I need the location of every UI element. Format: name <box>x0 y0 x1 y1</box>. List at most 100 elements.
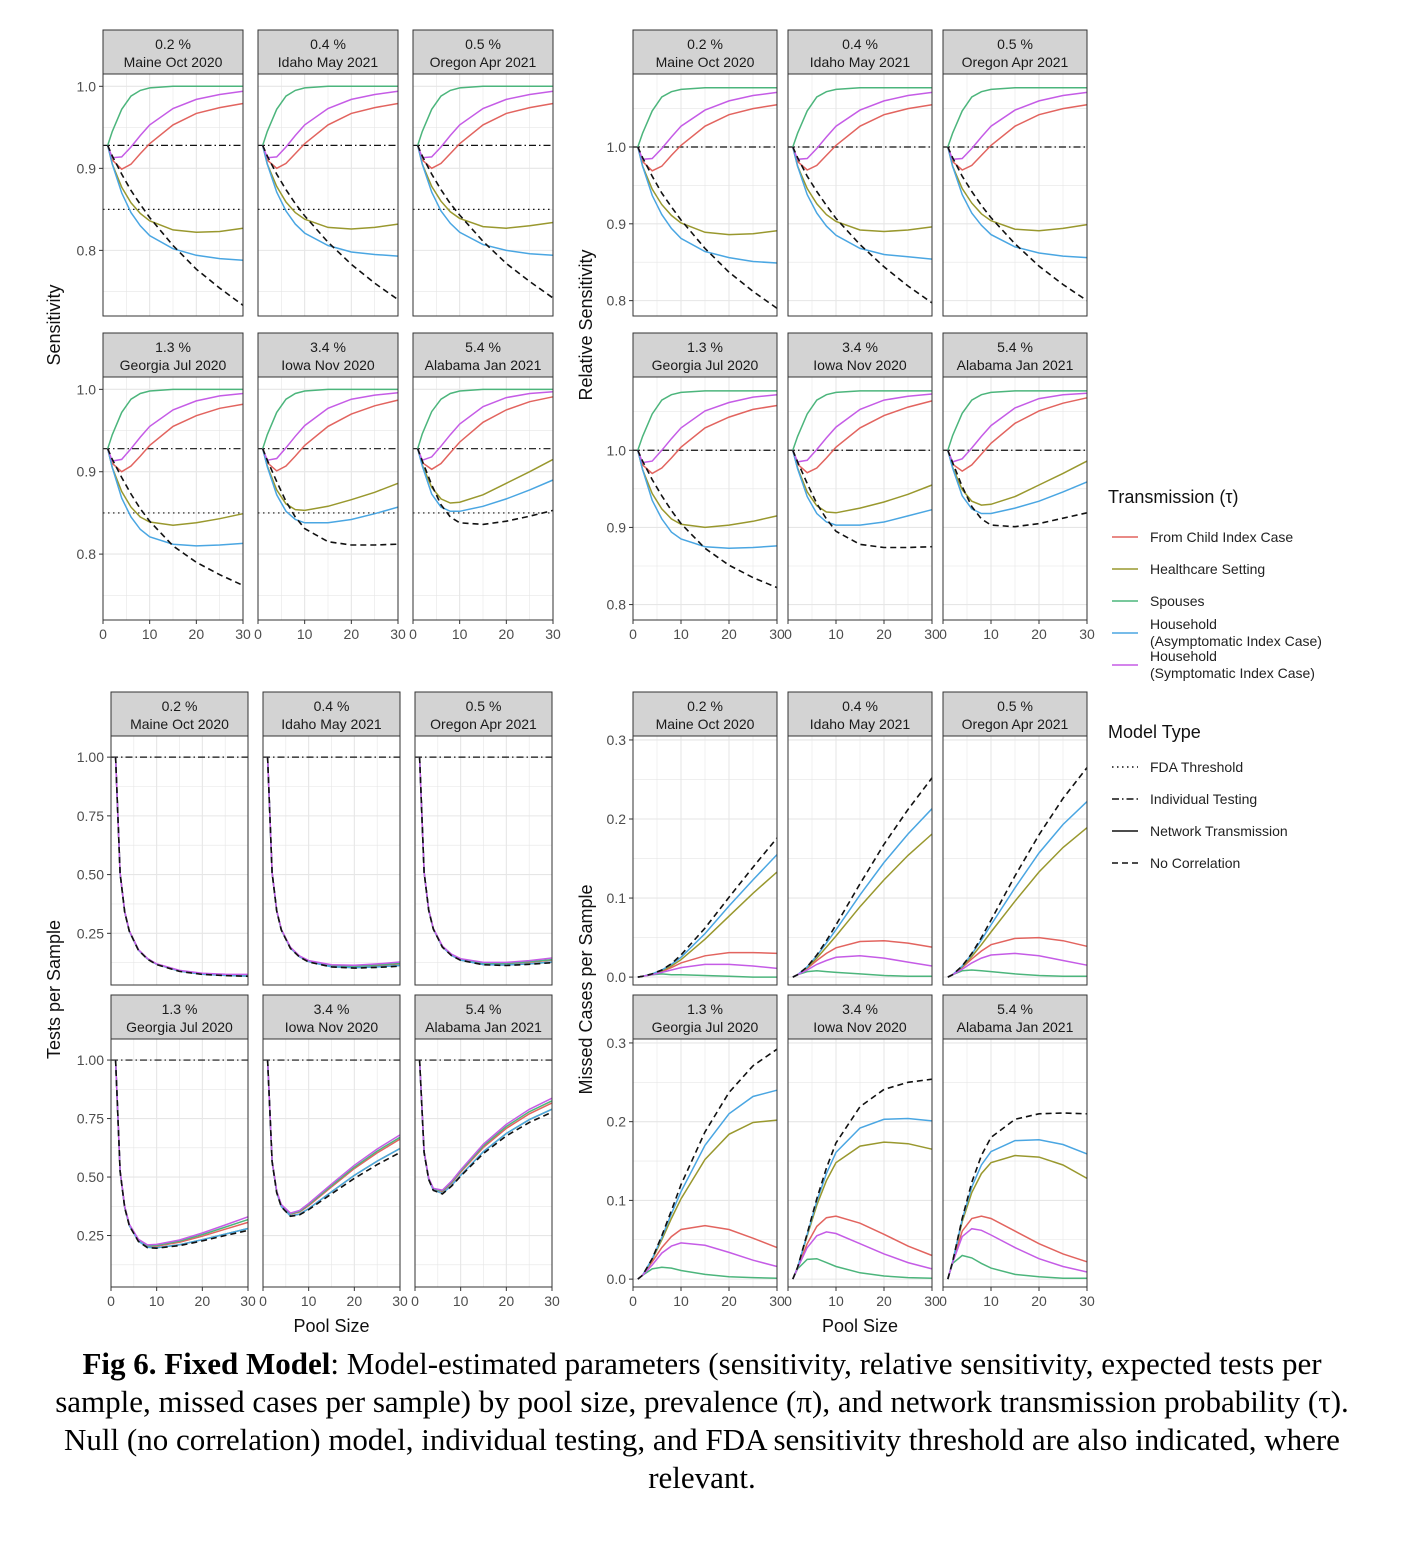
series-line-no-correlation <box>637 837 778 978</box>
y-tick-label: 0.8 <box>77 242 97 258</box>
facet-panel: 0.2 % Maine Oct 2020 0.25 0.50 0.75 1.00 <box>77 691 249 986</box>
series-line-no-correlation <box>416 448 554 526</box>
series-line-hh-asym <box>416 448 554 513</box>
x-tick-label: 10 <box>673 626 689 642</box>
x-tick-label: 20 <box>195 1293 211 1309</box>
series-line-no-correlation <box>266 1060 401 1218</box>
series-line-healthcare <box>106 145 244 234</box>
facet-location-label: Georgia Jul 2020 <box>126 1019 233 1035</box>
series-line-hh-sym <box>106 392 244 462</box>
panel-border <box>632 376 778 621</box>
series-line-hh-asym <box>261 145 399 257</box>
panel-border <box>787 735 933 986</box>
panel-border <box>257 376 399 621</box>
x-tick-label: 30 <box>924 1293 940 1309</box>
legend-item-label: Healthcare Setting <box>1150 561 1265 577</box>
facet-strip <box>787 29 933 75</box>
x-tick-label: 20 <box>344 626 360 642</box>
facet-panel: 1.3 % Georgia Jul 2020 0.8 0.9 1.0 0 10 20 30 <box>607 332 785 642</box>
x-tick-label: 0 <box>784 1293 792 1309</box>
x-tick-label: 0 <box>939 1293 947 1309</box>
y-tick-label: 0.25 <box>77 925 104 941</box>
series-line-healthcare <box>637 146 778 236</box>
chart-sensitivity: 0.2 % Maine Oct 2020 0.8 0.9 1.0 0.4 % Idaho M… <box>44 29 561 642</box>
facet-prevalence-label: 0.4 % <box>310 36 346 52</box>
facet-strip <box>262 691 401 737</box>
facet-prevalence-label: 0.5 % <box>997 36 1033 52</box>
facet-location-label: Idaho May 2021 <box>281 716 382 732</box>
y-tick-label: 0.9 <box>607 216 627 232</box>
series-line-hh-sym <box>417 391 554 462</box>
series-line-no-correlation <box>947 767 1088 978</box>
facet-strip <box>787 332 933 378</box>
series-group <box>261 388 399 546</box>
series-line-hh-sym <box>947 91 1088 161</box>
x-tick-label: 10 <box>983 1293 999 1309</box>
panel-border <box>632 1038 778 1288</box>
figure-caption: Fig 6. Fixed Model: Model-estimated para… <box>40 1345 1364 1497</box>
series-group <box>106 388 244 587</box>
legend-item-label: Spouses <box>1150 593 1204 609</box>
series-group <box>947 87 1088 302</box>
series-line-hh-asym <box>947 146 1088 259</box>
facet-prevalence-label: 5.4 % <box>997 339 1033 355</box>
facet-strip <box>257 29 399 75</box>
series-group <box>947 390 1088 528</box>
facet-prevalence-label: 0.5 % <box>466 698 502 714</box>
facet-location-label: Alabama Jan 2021 <box>957 1019 1074 1035</box>
series-line-hh-asym <box>106 145 244 261</box>
series-line-no-correlation <box>947 146 1088 302</box>
x-tick-label: 20 <box>876 1293 892 1309</box>
series-group <box>637 87 778 309</box>
series-line-no-correlation <box>947 450 1088 528</box>
series-line-no-correlation <box>792 1078 933 1280</box>
series-line-from-child <box>416 396 554 471</box>
x-tick-label: 0 <box>254 626 262 642</box>
series-line-from-child <box>792 400 933 474</box>
gridlines <box>110 736 249 985</box>
facet-strip <box>942 29 1088 75</box>
facet-strip <box>942 691 1088 737</box>
facet-panel: 0.5 % Oregon Apr 2021 <box>414 691 553 986</box>
x-tick-label: 0 <box>939 626 947 642</box>
series-line-healthcare <box>792 146 933 233</box>
series-group <box>416 85 554 299</box>
legend-item-label: Individual Testing <box>1150 791 1257 807</box>
legend-item-label: From Child Index Case <box>1150 529 1293 545</box>
series-line-no-correlation <box>261 145 399 301</box>
y-tick-label: 0.9 <box>77 160 97 176</box>
series-line-healthcare <box>261 448 399 512</box>
x-tick-label: 10 <box>828 626 844 642</box>
x-tick-label: 10 <box>673 1293 689 1309</box>
series-group <box>637 390 778 589</box>
facet-prevalence-label: 0.4 % <box>842 698 878 714</box>
series-line-hh-asym <box>637 146 778 264</box>
x-tick-label: 10 <box>453 1293 469 1309</box>
panel-border <box>110 1038 249 1288</box>
facet-strip <box>632 332 778 378</box>
facet-location-label: Iowa Nov 2020 <box>813 357 907 373</box>
facet-location-label: Alabama Jan 2021 <box>425 357 542 373</box>
series-line-hh-sym <box>947 952 1088 978</box>
series-group <box>416 388 554 526</box>
x-tick-label: 10 <box>452 626 468 642</box>
series-line-hh-asym <box>416 145 554 257</box>
y-tick-label: 1.0 <box>607 442 627 458</box>
x-tick-label: 20 <box>347 1293 363 1309</box>
legend-item-label: (Symptomatic Index Case) <box>1150 665 1315 681</box>
facet-prevalence-label: 1.3 % <box>687 339 723 355</box>
series-line-spouses <box>106 85 243 146</box>
x-tick-label: 30 <box>544 1293 560 1309</box>
facet-location-label: Idaho May 2021 <box>278 54 379 70</box>
panel-border <box>632 73 778 317</box>
series-line-from-child <box>792 1215 933 1280</box>
series-line-hh-sym <box>106 90 244 159</box>
facet-panel: 0.5 % Oregon Apr 2021 <box>942 691 1088 986</box>
facet-panel: 3.4 % Iowa Nov 2020 0 10 20 30 <box>259 994 408 1309</box>
x-tick-label: 30 <box>924 626 940 642</box>
facet-location-label: Idaho May 2021 <box>810 716 911 732</box>
y-tick-label: 1.0 <box>607 139 627 155</box>
panel-border <box>942 376 1088 621</box>
series-line-no-correlation <box>792 146 933 304</box>
facet-location-label: Georgia Jul 2020 <box>652 1019 759 1035</box>
